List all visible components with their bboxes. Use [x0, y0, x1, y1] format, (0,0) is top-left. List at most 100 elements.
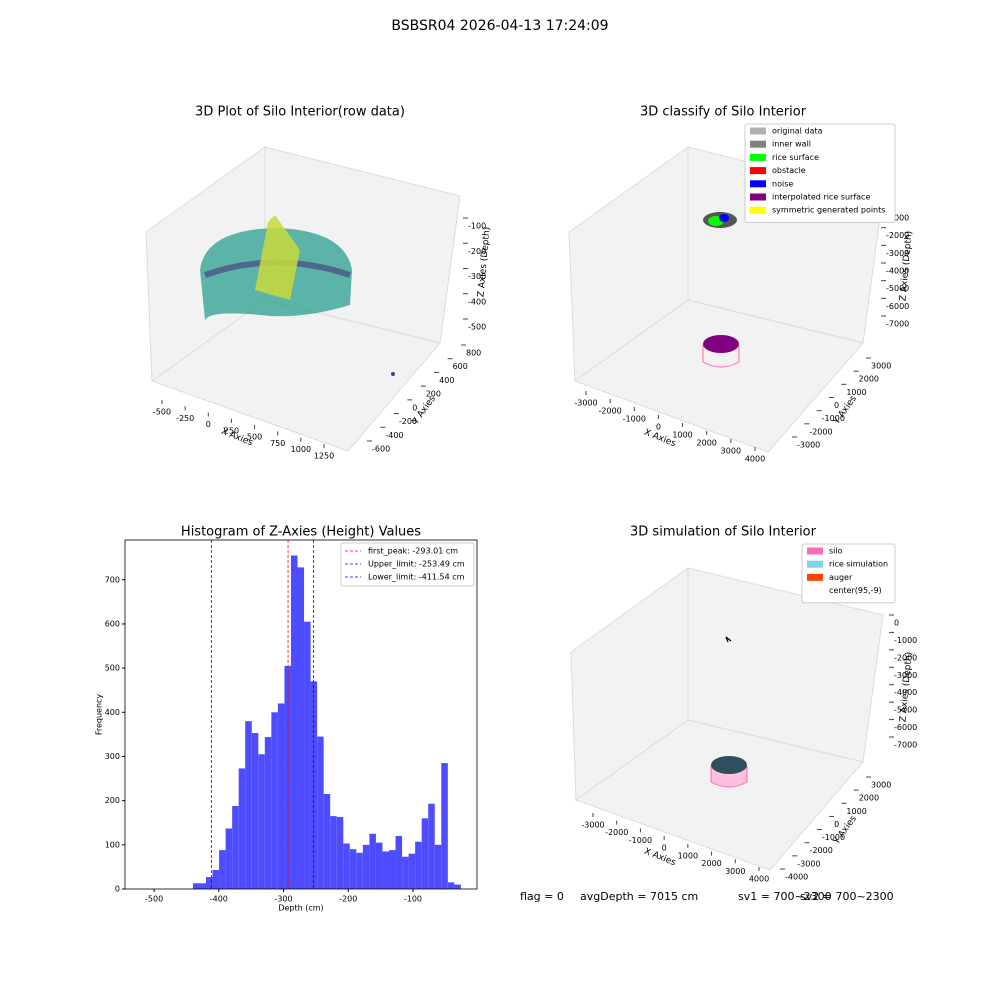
x-tick-label: -1000	[629, 836, 652, 845]
y-tick-label: 3000	[871, 362, 891, 371]
x-tick-label: 4000	[749, 875, 769, 884]
z-tick-label: -2000	[894, 653, 917, 662]
bar	[192, 883, 200, 889]
x-tick-label: -500	[145, 895, 163, 904]
chart-3d: 3D classify of Silo Interior-3000-2000-1…	[568, 105, 915, 464]
x-tick-label: -100	[404, 895, 422, 904]
legend-patch	[750, 206, 766, 214]
legend-label: first_peak: -293.01 cm	[368, 547, 458, 556]
z-axis-label: Z Axies (Depth)	[898, 230, 914, 301]
legend-patch	[807, 573, 823, 581]
pane	[573, 299, 864, 453]
x-tick-label: -300	[274, 895, 292, 904]
y-tick-label: 3000	[871, 781, 891, 790]
x-tick-label: -1000	[623, 415, 646, 424]
legend-patch	[750, 193, 766, 201]
legend-box	[801, 543, 896, 604]
y-tick-label: -3000	[797, 441, 820, 450]
bar	[323, 794, 331, 889]
bar	[356, 852, 363, 889]
bar	[454, 884, 461, 889]
x-tick-label: 3000	[721, 447, 741, 456]
legend-patch	[807, 547, 823, 555]
y-tick-label: 1000	[846, 388, 866, 397]
x-tick-label: -400	[210, 895, 228, 904]
bar	[199, 883, 207, 889]
y-tick-label: -1000	[822, 833, 845, 842]
figure-title: BSBSR04 2026-04-13 17:24:09	[391, 18, 608, 34]
legend-patch	[750, 167, 766, 175]
y-tick-label: 400	[439, 376, 454, 385]
y-tick-label: 600	[453, 362, 468, 371]
point-cloud	[200, 212, 748, 788]
z-tick-label: -7000	[886, 320, 909, 329]
bar	[232, 805, 239, 889]
bar	[415, 841, 422, 889]
z-tick-label: -1000	[894, 636, 917, 645]
status-text: avgDepth = 7015 cm	[580, 890, 698, 903]
y-tick-label: 0	[115, 885, 120, 894]
x-tick-label: 500	[247, 433, 262, 442]
legend-patch	[807, 587, 823, 595]
legend-label: auger	[829, 573, 853, 582]
bar	[343, 843, 350, 889]
z-tick-label: -5000	[894, 706, 917, 715]
y-tick-label: 300	[105, 752, 120, 761]
y-tick-label: -400	[385, 431, 403, 440]
legend-box	[340, 542, 475, 587]
legend-label: Lower_limit: -411.54 cm	[368, 573, 465, 582]
x-tick-label: -2000	[599, 407, 622, 416]
z-tick-label: -6000	[894, 723, 917, 732]
bar	[375, 842, 383, 889]
y-axis-label: Y Axies	[831, 394, 859, 427]
y-axis-label: Y Axies	[831, 814, 859, 847]
bar	[225, 828, 233, 889]
bar	[219, 850, 226, 889]
y-tick-label: 200	[426, 390, 441, 399]
z-tick-label: -6000	[886, 302, 909, 311]
y-axis-label: Frequency	[95, 694, 104, 736]
y-tick-label: 100	[105, 840, 120, 849]
bar	[389, 850, 396, 889]
bar	[277, 703, 285, 889]
bar	[258, 754, 265, 889]
y-tick-label: 1000	[846, 807, 866, 816]
bar	[349, 849, 357, 889]
bar	[428, 803, 435, 889]
status-bar: flag = 0 avgDepth = 7015 cm sv1 = 700~23…	[520, 890, 894, 903]
legend-box	[744, 123, 896, 223]
y-tick-label: -2000	[809, 427, 832, 436]
legend-label: rice simulation	[829, 560, 888, 569]
legend-patch	[750, 153, 766, 161]
bar	[238, 768, 246, 889]
bar	[297, 567, 305, 889]
y-tick-label: 2000	[859, 375, 879, 384]
bar	[212, 870, 220, 889]
z-tick-label: 0	[894, 619, 899, 628]
x-tick-label: 750	[270, 439, 285, 448]
legend-label: inner wall	[772, 140, 811, 149]
x-tick-label: -500	[153, 408, 171, 417]
bar	[362, 844, 370, 889]
chart-title: 3D classify of Silo Interior	[640, 105, 807, 120]
status-text: sv1 = 700~2300	[738, 890, 832, 903]
plot-frame	[124, 539, 478, 890]
z-tick-label: -400	[468, 297, 486, 306]
y-tick-label: 700	[105, 575, 120, 584]
chart-title: 3D simulation of Silo Interior	[630, 525, 817, 540]
legend-patch	[750, 140, 766, 148]
x-tick-label: 3000	[725, 867, 745, 876]
chart-title: 3D Plot of Silo Interior(row data)	[195, 105, 405, 120]
legend-label: obstacle	[772, 166, 806, 175]
legend-patch	[750, 127, 766, 135]
y-tick-label: 0	[834, 401, 839, 410]
y-tick-label: -600	[372, 445, 390, 454]
y-tick-label: 200	[105, 796, 120, 805]
legend-label: silo	[829, 547, 843, 556]
x-tick-label: 4000	[745, 455, 765, 464]
y-tick-label: 0	[412, 403, 417, 412]
y-tick-label: 500	[105, 664, 120, 673]
z-tick-label: -5000	[886, 284, 909, 293]
bar	[382, 851, 389, 889]
